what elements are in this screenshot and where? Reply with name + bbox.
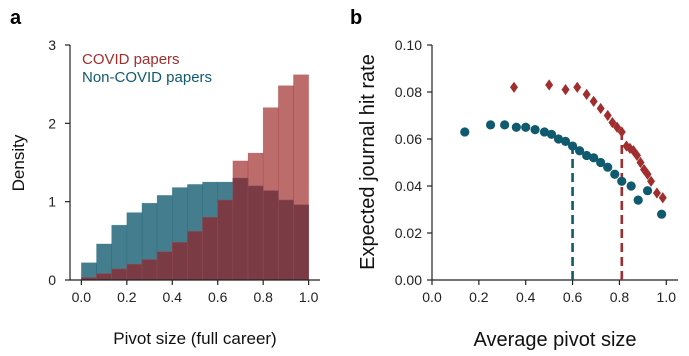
- overlap-bar: [278, 199, 294, 281]
- panel-b-x-ticks: 0.0 0.2 0.4 0.6 0.8 1.0: [422, 280, 676, 305]
- panel-a-y-ticks: 0 1 2 3: [48, 37, 70, 288]
- noncovid-point: [521, 122, 531, 132]
- noncovid-point: [603, 162, 613, 172]
- noncovid-point: [460, 127, 470, 137]
- y-tick-label: 0: [48, 272, 56, 288]
- noncovid-point: [610, 169, 620, 179]
- covid-point: [603, 109, 612, 122]
- noncovid-point: [633, 195, 643, 205]
- noncovid-point: [511, 122, 521, 132]
- x-tick-label: 0.8: [610, 289, 630, 305]
- legend-covid: COVID papers: [82, 51, 180, 68]
- overlap-bar: [232, 177, 249, 281]
- x-tick-label: 0.4: [516, 289, 536, 305]
- noncovid-point: [560, 136, 571, 146]
- panel-b-label: b: [350, 7, 362, 29]
- noncovid-point: [575, 146, 585, 156]
- x-tick-label: 0.0: [72, 289, 92, 305]
- covid-point: [545, 79, 554, 91]
- noncovid-point: [589, 153, 599, 163]
- noncovid-point: [530, 125, 540, 135]
- covid-point: [658, 192, 667, 204]
- covid-point: [510, 81, 518, 93]
- covid-point: [652, 187, 661, 199]
- scatter-points: [460, 79, 667, 219]
- panel-b-y-ticks: 0.00 0.02 0.04 0.06 0.08 0.10: [395, 37, 432, 288]
- y-tick-label: 0.08: [395, 84, 422, 100]
- covid-point: [561, 84, 570, 96]
- overlap-bar: [293, 204, 309, 281]
- covid-point: [613, 121, 622, 133]
- noncovid-point: [500, 120, 510, 130]
- overlap-histogram-bars: [81, 177, 309, 281]
- overlap-bar: [171, 242, 188, 281]
- y-tick-label: 0.06: [395, 131, 422, 147]
- overlap-bar: [96, 273, 112, 281]
- x-tick-label: 0.0: [422, 289, 442, 305]
- panel-b-x-axis-label: Average pivot size: [473, 329, 636, 351]
- noncovid-point: [617, 176, 627, 186]
- covid-point: [636, 156, 645, 169]
- covid-point: [608, 116, 617, 129]
- y-tick-label: 0.00: [395, 272, 422, 288]
- covid-point: [582, 88, 591, 100]
- panel-a-axes: [69, 45, 320, 281]
- panel-a-x-axis-label: Pivot size (full career): [113, 329, 276, 348]
- overlap-bar: [126, 264, 143, 281]
- covid-point: [573, 81, 582, 93]
- panel-a-label: a: [10, 7, 22, 29]
- covid-point: [643, 168, 652, 180]
- y-tick-label: 3: [48, 37, 56, 53]
- noncovid-point: [485, 120, 496, 130]
- x-tick-label: 0.6: [563, 289, 583, 305]
- noncovid-point: [582, 150, 592, 161]
- panel-b-axes: [431, 45, 678, 281]
- covid-point: [647, 175, 656, 187]
- overlap-bar: [247, 185, 264, 281]
- noncovid-point: [553, 134, 564, 144]
- covid-point: [596, 102, 605, 115]
- y-tick-label: 0.04: [395, 178, 422, 194]
- covid-point: [617, 126, 626, 138]
- panel-a-x-ticks: 0.0 0.2 0.4 0.6 0.8 1.0: [72, 280, 319, 305]
- y-tick-label: 0.02: [395, 225, 422, 241]
- noncovid-point: [539, 127, 550, 137]
- x-tick-label: 0.6: [208, 289, 228, 305]
- overlap-bar: [141, 259, 158, 281]
- x-tick-label: 0.2: [117, 289, 137, 305]
- noncovid-point: [567, 141, 578, 151]
- x-tick-label: 0.4: [163, 289, 183, 305]
- noncovid-point: [546, 129, 557, 139]
- overlap-bar: [217, 199, 234, 281]
- y-tick-label: 2: [48, 115, 56, 131]
- overlap-bar: [111, 268, 128, 281]
- overlap-bar: [262, 190, 279, 281]
- x-tick-label: 1.0: [657, 289, 677, 305]
- noncovid-point: [626, 181, 636, 191]
- overlap-bar: [156, 251, 173, 281]
- covid-point: [633, 149, 641, 162]
- x-tick-label: 1.0: [299, 289, 319, 305]
- y-tick-label: 1: [48, 194, 56, 210]
- panel-a-y-axis-label: Density: [9, 134, 28, 191]
- x-tick-label: 0.8: [253, 289, 273, 305]
- x-tick-label: 0.2: [469, 289, 489, 305]
- overlap-bar: [202, 217, 219, 281]
- panel-a-histogram: 0.0 0.2 0.4 0.6 0.8 1.0 0 1 2 3 Pivot size (full…: [9, 37, 320, 348]
- noncovid-point: [657, 209, 667, 219]
- legend-noncovid: Non-COVID papers: [82, 69, 212, 86]
- noncovid-point: [596, 157, 606, 168]
- panel-b-y-axis-label: Expected journal hit rate: [357, 54, 379, 270]
- y-tick-label: 0.10: [395, 37, 422, 53]
- noncovid-point: [642, 186, 653, 196]
- covid-point: [589, 95, 598, 107]
- panel-b-scatter: 0.0 0.2 0.4 0.6 0.8 1.0 0.000.020.040.060.080…: [357, 37, 678, 351]
- overlap-bar: [187, 231, 203, 281]
- median-lines: [571, 131, 624, 280]
